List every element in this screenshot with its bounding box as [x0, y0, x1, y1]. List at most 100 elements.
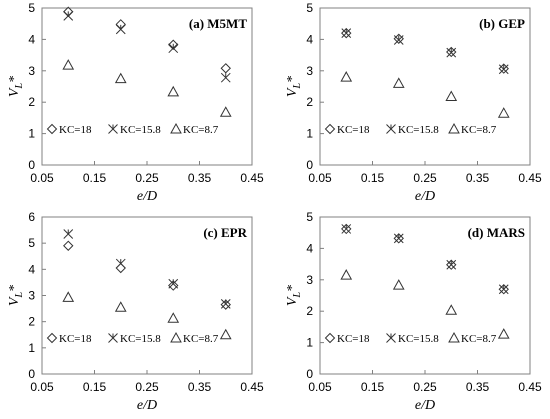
chart-panel-3: 0 1 2 3 4 5 6 0.05 0.15 0.25 0.35 0.45 e/D VL* (c) EPR… [7, 210, 264, 413]
x-tick-label: 0.35 [188, 380, 212, 394]
x-tick-label: 0.35 [466, 171, 490, 185]
x-tick-label: 0.45 [518, 171, 542, 185]
data-point [219, 328, 232, 340]
data-point [114, 301, 127, 312]
series-diamond [63, 240, 231, 310]
legend-label: KC=18 [337, 124, 370, 136]
data-point [220, 72, 231, 83]
x-tick-label: 0.35 [188, 171, 212, 185]
series-triangle [62, 291, 232, 340]
y-axis-title-main: V [7, 87, 22, 97]
series-asterisk [63, 10, 231, 83]
data-point [392, 279, 405, 290]
y-axis-title-star: * [285, 285, 300, 292]
legend-entry: KC=15.8 [386, 124, 439, 136]
legend-entry: KC=8.7 [170, 331, 219, 345]
series-asterisk [63, 229, 231, 309]
x-tick-label: 0.15 [361, 171, 385, 185]
y-tick-label: 3 [306, 273, 313, 287]
panel-title: (a) M5MT [189, 16, 247, 31]
y-tick-label: 1 [28, 341, 35, 355]
legend-marker [386, 333, 396, 343]
x-tick-label: 0.25 [135, 171, 159, 185]
y-tick-label: 6 [28, 210, 35, 224]
plot-area-frame [41, 7, 253, 166]
x-tick-label: 0.15 [83, 380, 107, 394]
series-diamond [341, 27, 509, 74]
data-point [220, 63, 231, 74]
data-point [392, 77, 405, 88]
data-point [393, 233, 404, 244]
x-tick-label: 0.15 [83, 171, 107, 185]
y-tick-label: 3 [28, 64, 35, 78]
plot-area-frame [41, 216, 253, 375]
legend-entry: KC=15.8 [108, 124, 161, 136]
series-triangle [62, 59, 232, 117]
legend-entry: KC=18 [324, 332, 370, 345]
y-axis-title-star: * [285, 76, 300, 83]
data-point [62, 59, 75, 70]
legend-marker [324, 123, 336, 135]
data-point [445, 304, 458, 315]
data-point [115, 262, 126, 274]
y-tick-label: 0 [306, 367, 313, 381]
data-point [498, 63, 509, 74]
legend-entry: KC=15.8 [386, 333, 439, 345]
data-point [219, 106, 232, 117]
y-tick-label: 4 [28, 32, 35, 46]
y-tick-label: 5 [306, 1, 313, 15]
x-tick-label: 0.25 [413, 171, 437, 185]
legend-label: KC=15.8 [398, 333, 439, 345]
data-point [114, 72, 127, 84]
x-tick-label: 0.45 [240, 380, 264, 394]
y-tick-label: 1 [306, 336, 313, 350]
y-axis-title-subscript: L [292, 83, 303, 90]
legend-label: KC=15.8 [120, 333, 161, 345]
panel-title: (c) EPR [203, 225, 247, 240]
data-point [167, 85, 180, 97]
y-tick-label: 3 [28, 289, 35, 303]
x-tick-label: 0.25 [413, 380, 437, 394]
data-point [497, 107, 510, 118]
x-tick-label: 0.05 [30, 380, 54, 394]
y-tick-label: 4 [306, 32, 313, 46]
data-point [340, 269, 353, 280]
data-point [220, 299, 231, 310]
data-point [168, 280, 179, 291]
legend-label: KC=8.7 [461, 124, 497, 136]
panel-title: (b) GEP [479, 16, 525, 31]
data-point [168, 39, 179, 50]
legend-label: KC=8.7 [461, 333, 497, 345]
chart-panel-2: 0 1 2 3 4 5 0.05 0.15 0.25 0.35 0.45 e/D VL* (b) GEP K… [285, 1, 542, 204]
data-point [340, 71, 353, 82]
data-point [446, 47, 457, 58]
legend-marker [108, 124, 118, 134]
series-asterisk [341, 28, 509, 75]
legend-marker [386, 124, 396, 134]
y-axis-title: VL* [285, 285, 303, 306]
data-point [446, 46, 457, 58]
y-tick-label: 0 [306, 158, 313, 172]
x-axis-title: e/D [137, 398, 157, 413]
x-tick-label: 0.45 [240, 171, 264, 185]
y-axis-title: VL* [7, 76, 25, 97]
data-point [341, 28, 352, 38]
y-axis-title-subscript: L [14, 83, 25, 90]
data-point [63, 240, 74, 251]
legend-label: KC=15.8 [398, 124, 439, 136]
y-tick-label: 4 [28, 262, 35, 276]
y-axis-title-subscript: L [292, 292, 303, 299]
data-point [498, 284, 509, 295]
x-axis-title: e/D [137, 189, 157, 204]
legend-label: KC=18 [59, 333, 92, 345]
y-tick-label: 4 [306, 241, 313, 255]
x-tick-label: 0.05 [308, 171, 332, 185]
y-tick-label: 2 [306, 95, 313, 109]
series-asterisk [341, 224, 509, 295]
legend-label: KC=18 [337, 333, 370, 345]
legend-entry: KC=8.7 [170, 122, 219, 136]
legend-marker [170, 122, 182, 134]
data-point [498, 64, 509, 75]
y-tick-label: 3 [306, 64, 313, 78]
